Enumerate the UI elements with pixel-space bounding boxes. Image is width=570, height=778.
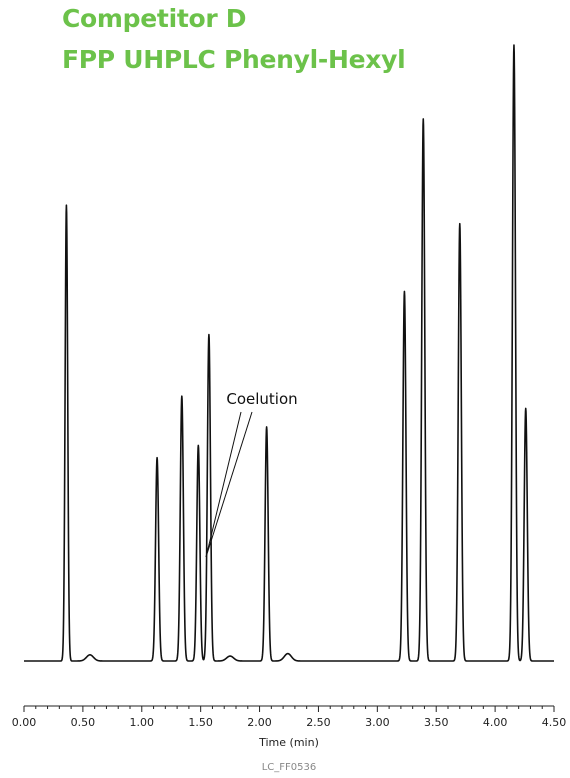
x-axis-tick-labels: 0.00 0.50 1.00 1.50 2.00 2.50 3.00 3.50 4.00 4.50	[12, 716, 567, 729]
coelution-pointer-line	[205, 411, 242, 558]
x-tick-label: 2.50	[306, 716, 331, 729]
coelution-pointer-line	[205, 411, 253, 558]
chart-title-line-1: Competitor D	[62, 4, 247, 33]
coelution-annotation-label: Coelution	[226, 390, 297, 408]
x-tick-label: 4.50	[542, 716, 567, 729]
x-tick-label: 0.00	[12, 716, 37, 729]
chromatogram-trace	[23, 44, 555, 662]
figure-code: LC_FF0536	[262, 762, 317, 773]
x-tick-label: 2.00	[247, 716, 272, 729]
chart-title-line-2: FPP UHPLC Phenyl-Hexyl	[62, 45, 406, 74]
x-tick-label: 1.50	[188, 716, 213, 729]
x-tick-label: 0.50	[71, 716, 96, 729]
x-axis-ticks	[23, 706, 555, 712]
x-tick-label: 1.00	[130, 716, 155, 729]
x-tick-label: 4.00	[483, 716, 508, 729]
x-tick-label: 3.00	[365, 716, 390, 729]
x-tick-label: 3.50	[424, 716, 449, 729]
x-axis-title: Time (min)	[258, 736, 319, 749]
